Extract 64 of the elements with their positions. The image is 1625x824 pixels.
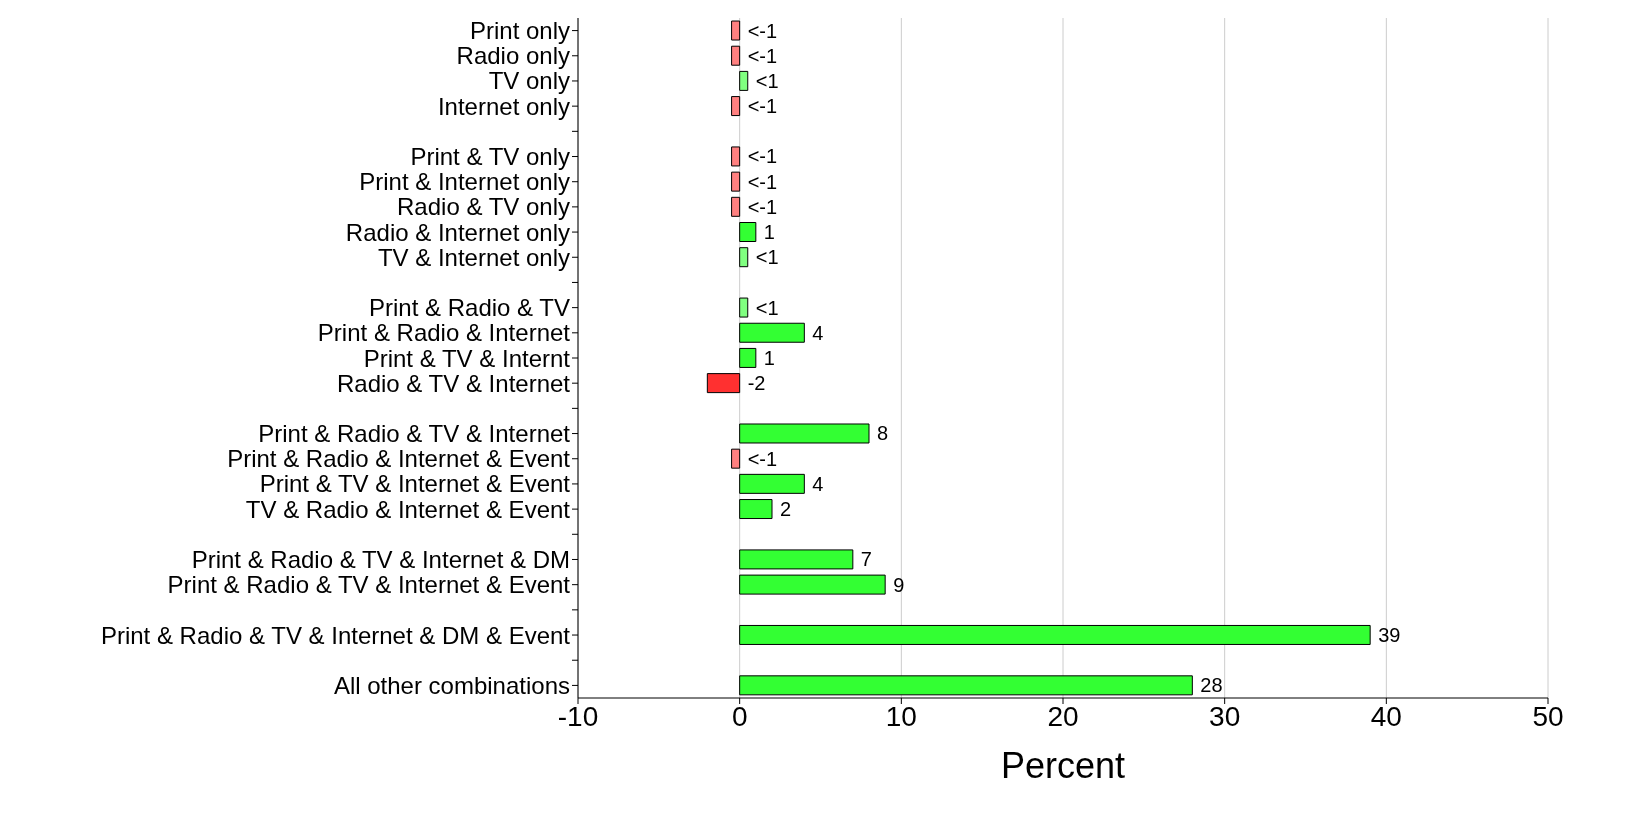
bar	[739, 499, 773, 520]
y-tick-label: Print & Radio & TV & Internet & DM & Event	[100, 621, 571, 649]
data-label: <-1	[747, 95, 778, 118]
bar	[731, 96, 741, 117]
x-tick-label: 30	[1209, 700, 1241, 732]
data-label: 39	[1378, 623, 1401, 646]
bar	[731, 448, 741, 469]
y-tick-label: Print & Radio & TV & Internet & DM	[191, 546, 570, 573]
data-label: <1	[755, 69, 779, 92]
data-label: <-1	[747, 19, 778, 42]
data-label: <-1	[747, 170, 778, 193]
y-tick-label: Radio & TV & Internet	[336, 369, 571, 397]
y-tick-label: Print only	[469, 17, 570, 45]
data-label: -2	[747, 372, 766, 395]
bar	[731, 20, 741, 41]
bar	[739, 347, 757, 368]
bar	[731, 171, 741, 192]
data-label: <1	[755, 246, 779, 269]
data-label: 2	[780, 498, 792, 521]
data-label: 1	[763, 346, 775, 369]
data-label: 4	[812, 472, 824, 495]
bar	[706, 373, 741, 394]
y-tick-label: Print & Radio & TV & Internet & Event	[167, 571, 571, 599]
data-label: 1	[763, 221, 775, 243]
x-axis-title: Percent	[1000, 745, 1126, 786]
bar	[739, 473, 805, 494]
bar	[739, 222, 757, 242]
bar	[739, 70, 749, 91]
bar	[739, 675, 1193, 696]
bar	[731, 196, 741, 217]
y-tick-label: Print & Radio & Internet	[317, 319, 571, 347]
y-tick-label: Print & TV & Internet & Event	[259, 470, 571, 498]
x-tick-label: 10	[885, 700, 917, 732]
bar	[731, 45, 741, 66]
bar	[739, 423, 870, 444]
data-label: 4	[812, 321, 824, 344]
bar	[739, 247, 749, 268]
y-tick-label: Print & TV & Internt	[363, 344, 571, 372]
data-label: 9	[893, 573, 905, 596]
y-tick-label: Print & Radio & TV & Internet	[258, 420, 571, 448]
bar	[739, 624, 1371, 645]
bar	[739, 574, 886, 595]
x-tick-label: 50	[1532, 700, 1564, 732]
y-tick-label: TV & Radio & Internet & Event	[245, 495, 571, 523]
bar	[731, 146, 741, 167]
x-tick-label: -10	[557, 700, 599, 732]
x-tick-label: 40	[1370, 700, 1402, 732]
data-label: <-1	[747, 145, 778, 168]
x-tick-label: 0	[731, 700, 748, 732]
data-label: <-1	[747, 195, 778, 218]
y-tick-label: Print & TV only	[410, 143, 570, 171]
y-tick-label: All other combinations	[333, 671, 570, 699]
bar	[739, 322, 805, 343]
data-label: <-1	[747, 44, 778, 67]
y-tick-label: Print & Radio & TV	[369, 294, 570, 322]
bar	[739, 297, 749, 318]
y-tick-label: Print & Radio & Internet & Event	[227, 445, 571, 473]
data-label: <1	[755, 296, 779, 319]
x-tick-label: 20	[1047, 700, 1079, 732]
data-label: 8	[877, 422, 889, 445]
data-label: <-1	[747, 447, 778, 470]
bar	[739, 549, 854, 570]
data-label: 28	[1200, 674, 1223, 697]
data-label: 7	[860, 548, 872, 571]
